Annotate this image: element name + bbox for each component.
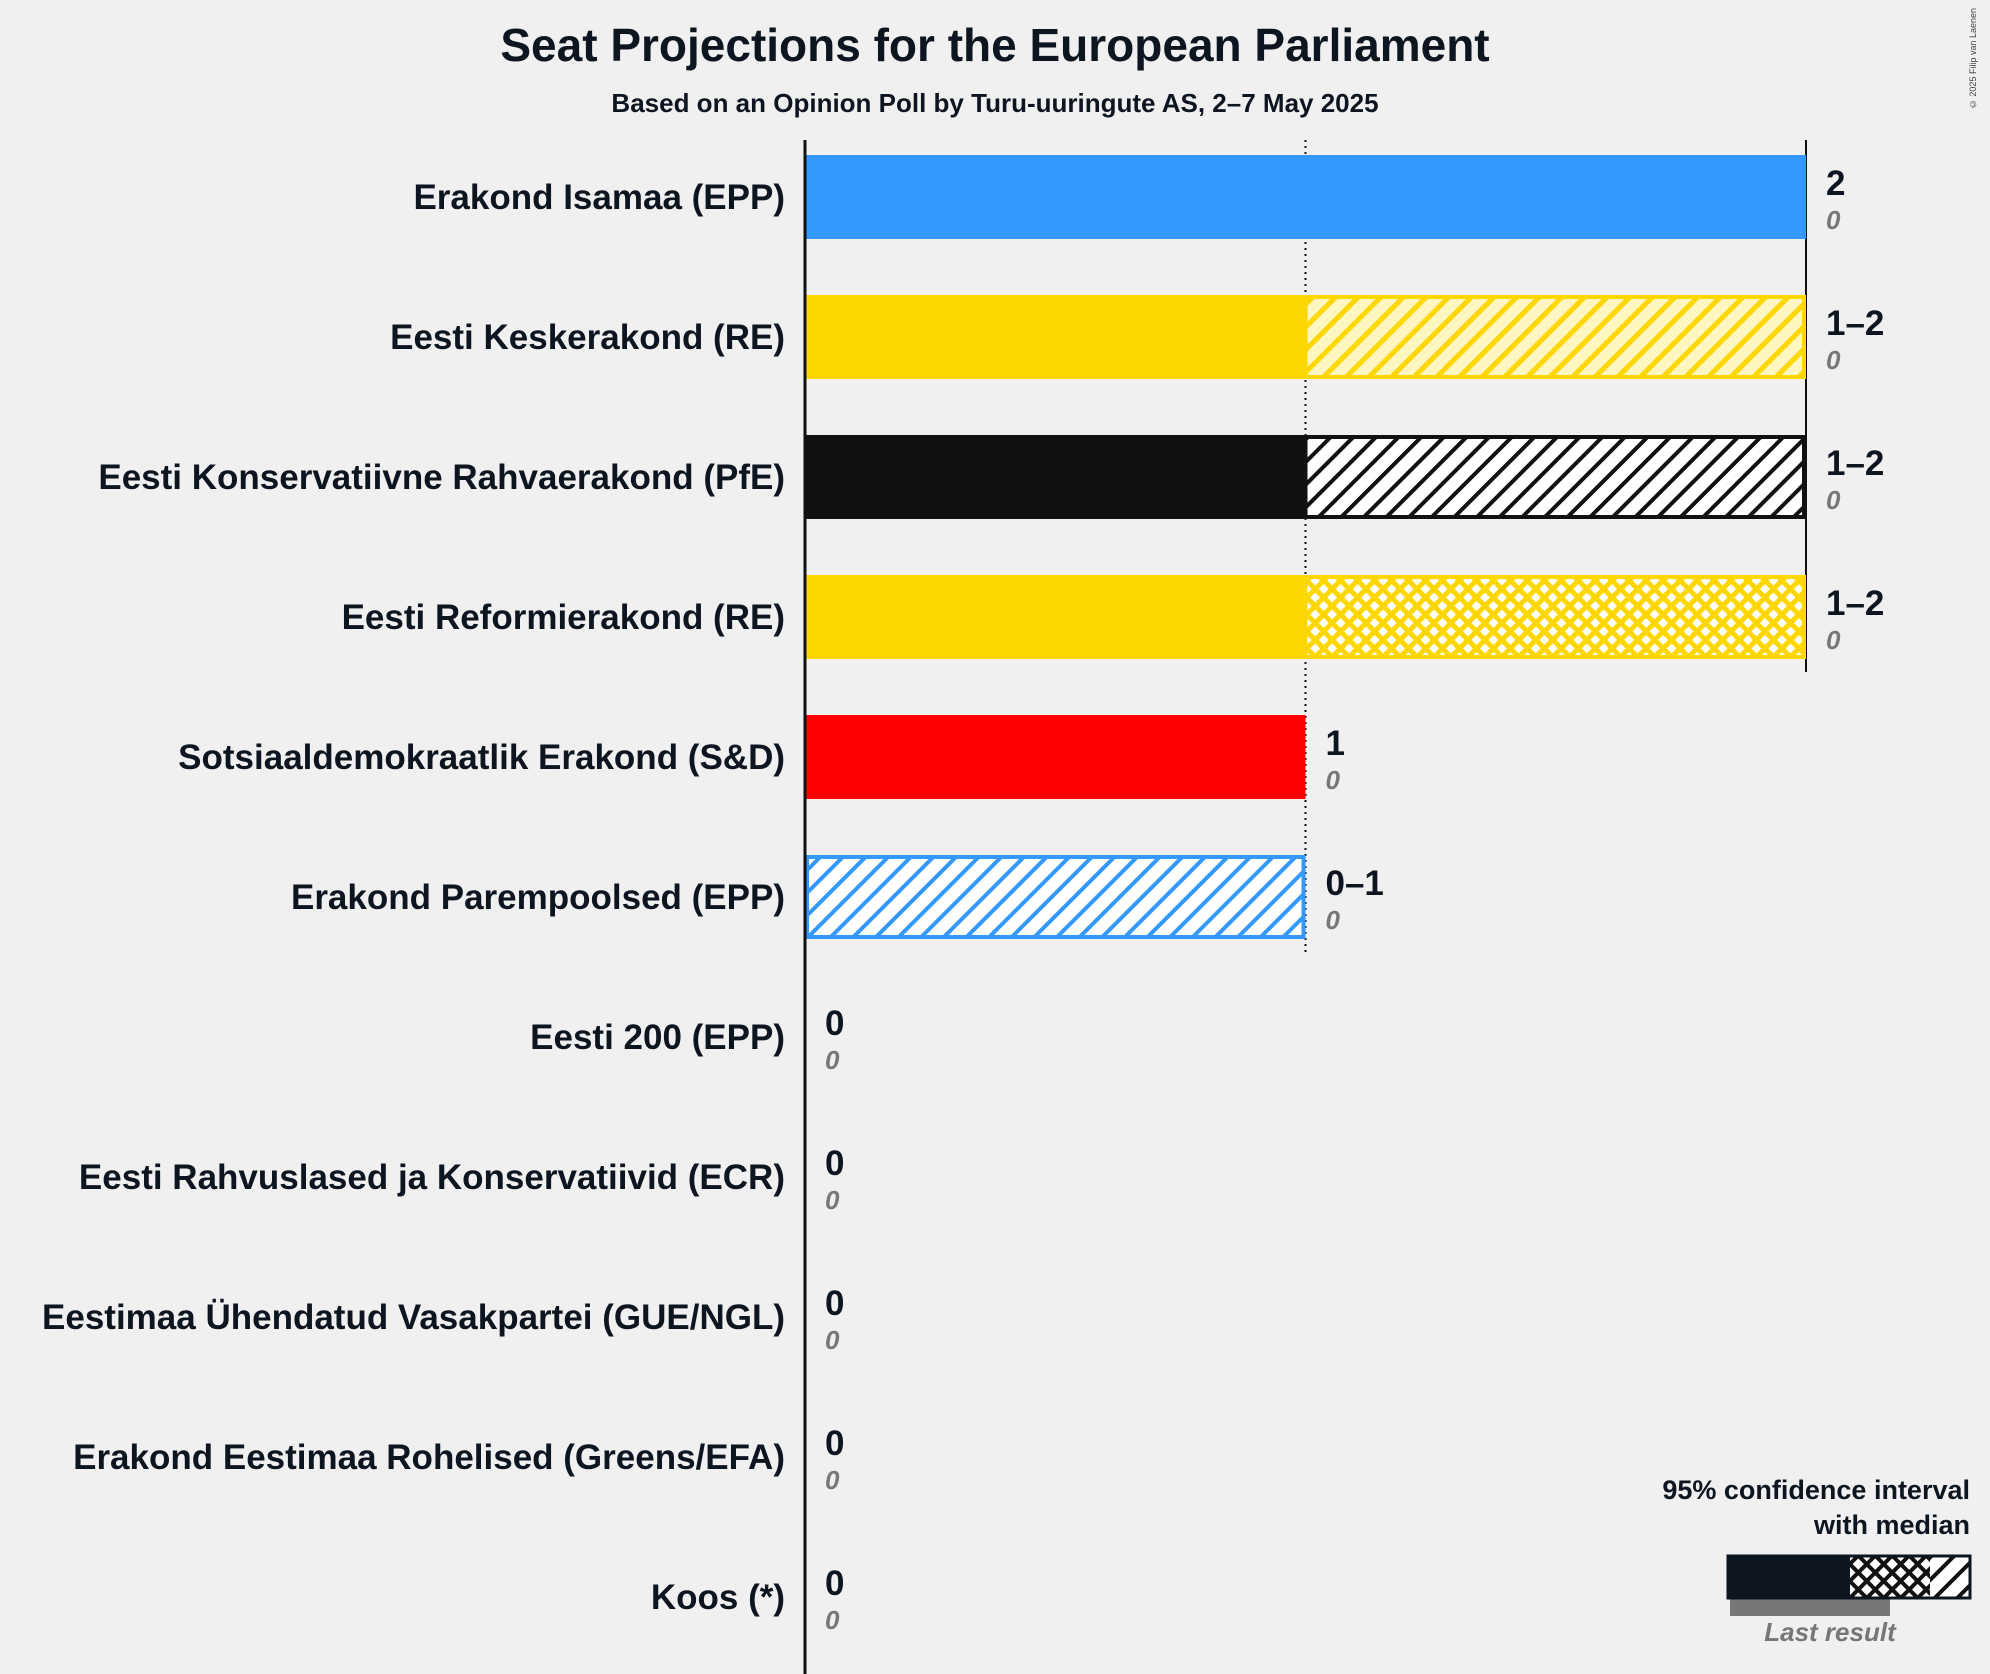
party-0-range-label: 2 [1826,164,1845,203]
party-7-label: Eesti Rahvuslased ja Konservatiivid (ECR… [79,1158,785,1197]
party-2-label: Eesti Konservatiivne Rahvaerakond (PfE) [98,458,785,497]
party-7-range-label: 0 [825,1144,844,1183]
party-2-range-label: 1–2 [1826,444,1884,483]
legend-outline [1726,1554,1972,1600]
party-1-label: Eesti Keskerakond (RE) [390,318,785,357]
party-1-last-result: 0 [1826,345,1841,375]
party-3-label: Eesti Reformierakond (RE) [342,598,785,637]
party-2-bar-interval [1303,435,1806,519]
legend-last-result-swatch [1730,1598,1890,1616]
legend-solid-swatch [1728,1556,1850,1598]
party-4-bar-solid [805,715,1306,799]
party-3-last-result: 0 [1826,625,1841,655]
party-2-last-result: 0 [1826,485,1841,515]
legend-graphic [1726,1554,1972,1616]
party-6-last-result: 0 [825,1045,840,1075]
legend-hatch-swatch [1930,1556,1970,1598]
party-9-label: Erakond Eestimaa Rohelised (Greens/EFA) [73,1438,785,1477]
chart-title: Seat Projections for the European Parlia… [500,19,1490,71]
legend-cross-swatch [1850,1556,1930,1598]
gridlines [1304,140,1807,952]
party-8-label: Eestimaa Ühendatud Vasakpartei (GUE/NGL) [42,1298,785,1337]
party-3-range-label: 1–2 [1826,584,1884,623]
party-10-last-result: 0 [825,1605,840,1635]
party-6-label: Eesti 200 (EPP) [530,1018,785,1057]
party-0-last-result: 0 [1826,205,1841,235]
legend-last-result-label: Last result [1764,1617,1896,1647]
party-2-bar-solid [805,435,1306,519]
party-5-label: Erakond Parempoolsed (EPP) [291,878,785,917]
party-4-label: Sotsiaaldemokraatlik Erakond (S&D) [178,738,785,777]
party-1-range-label: 1–2 [1826,304,1884,343]
party-10-label: Koos (*) [651,1578,785,1617]
party-8-range-label: 0 [825,1284,844,1323]
party-10-range-label: 0 [825,1564,844,1603]
party-3-bar-interval [1303,575,1806,659]
party-3-bar-solid [805,575,1306,659]
legend-title: 95% confidence interval with median [1600,1473,1970,1543]
party-6-range-label: 0 [825,1004,844,1043]
party-1-bar-solid [805,295,1306,379]
party-0-label: Erakond Isamaa (EPP) [413,178,785,217]
party-9-last-result: 0 [825,1465,840,1495]
legend-title-line2: with median [1813,1510,1970,1540]
party-8-last-result: 0 [825,1325,840,1355]
party-4-range-label: 1 [1326,724,1345,763]
chart-subtitle: Based on an Opinion Poll by Turu-uuringu… [611,88,1379,118]
party-7-last-result: 0 [825,1185,840,1215]
party-0-bar-solid [805,155,1806,239]
legend-title-line1: 95% confidence interval [1662,1475,1970,1505]
party-5-range-label: 0–1 [1326,864,1384,903]
party-4-last-result: 0 [1326,765,1341,795]
bars [805,155,1806,939]
party-5-bar-interval [805,855,1306,939]
party-5-last-result: 0 [1326,905,1341,935]
party-9-range-label: 0 [825,1424,844,1463]
party-1-bar-interval [1303,295,1806,379]
